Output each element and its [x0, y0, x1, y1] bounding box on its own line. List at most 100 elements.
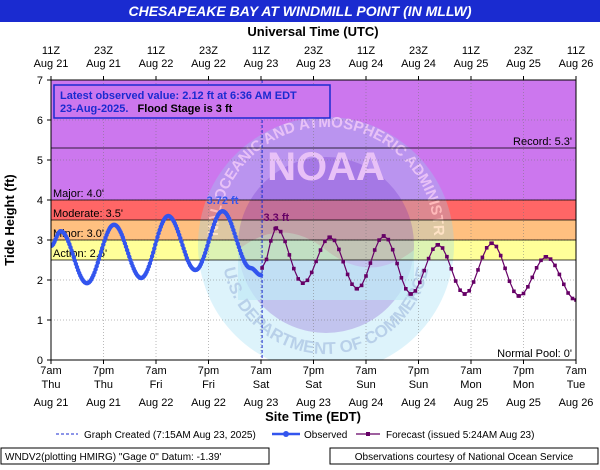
top-tick-label-time: 23Z	[304, 45, 323, 57]
observed-point	[208, 232, 213, 237]
series-observed-points	[51, 209, 264, 286]
observed-point	[147, 261, 153, 266]
legend-graph-created: Graph Created (7:15AM Aug 23, 2025)	[84, 430, 256, 441]
annotation-0: 3.72 ft	[207, 195, 239, 207]
bottom-tick-label-date: Aug 23	[296, 397, 331, 409]
top-tick-label-time: 11Z	[567, 45, 585, 57]
bottom-tick-label-time: 7pm	[408, 365, 429, 377]
bottom-tick-label-time: 7pm	[198, 365, 219, 377]
legend-forecast: Forecast (issued 5:24AM Aug 23)	[386, 430, 534, 441]
forecast-point	[318, 248, 323, 252]
top-tick-label-time: 23Z	[94, 45, 113, 57]
forecast-point	[328, 235, 332, 239]
y-tick-label: 5	[37, 155, 43, 167]
bottom-tick-label-time: 7pm	[93, 365, 114, 377]
observed-point	[100, 245, 105, 251]
forecast-point	[395, 261, 399, 266]
forecast-point	[566, 291, 570, 295]
forecast-point	[278, 229, 283, 234]
bottom-tick-label-date: Aug 25	[454, 397, 489, 409]
bottom-tick-label-day: Fri	[202, 379, 215, 391]
footer-right: Observations courtesy of National Ocean …	[355, 452, 574, 463]
bottom-tick-label-time: 7pm	[513, 365, 534, 377]
forecast-point	[296, 277, 300, 281]
observed-point	[95, 260, 101, 265]
top-tick-label-date: Aug 23	[296, 58, 331, 70]
y-tick-label: 7	[37, 75, 43, 87]
forecast-point	[553, 263, 557, 268]
y-tick-label: 4	[37, 195, 43, 207]
observed-point	[152, 246, 157, 251]
forecast-point	[305, 278, 310, 283]
forecast-point	[382, 234, 386, 238]
observed-point	[205, 243, 210, 248]
observed-point	[209, 228, 214, 234]
observed-point	[181, 246, 186, 251]
legend-forecast-marker	[366, 432, 370, 436]
forecast-point	[409, 292, 413, 296]
observed-point	[148, 257, 154, 263]
observed-point	[153, 242, 158, 247]
info-box: Latest observed value: 2.12 ft at 6:36 A…	[53, 84, 331, 119]
forecast-point	[287, 253, 292, 257]
bottom-tick-label-day: Mon	[513, 379, 534, 391]
forecast-point	[440, 246, 445, 250]
forecast-point	[570, 296, 575, 301]
forecast-point	[292, 266, 296, 271]
top-tick-label-date: Aug 24	[349, 58, 384, 70]
observed-point	[94, 264, 99, 269]
y-tick-label: 1	[37, 315, 43, 327]
svg-text:23-Aug-2025. Flood Stage: 23-Aug-2025. Flood Stage is 3 ft	[60, 103, 233, 115]
forecast-point	[341, 259, 345, 264]
info-box-flood-stage: Flood Stage is 3 ft	[138, 103, 233, 115]
forecast-point	[484, 246, 489, 250]
bottom-tick-label-day: Sun	[409, 379, 429, 391]
top-tick-label-date: Aug 24	[401, 58, 436, 70]
stage-lines: Record: 5.3'Major: 4.0'Moderate: 3.5'Min…	[51, 80, 576, 360]
observed-point	[71, 255, 77, 260]
bottom-tick-label-day: Sat	[305, 379, 322, 391]
footer-left-box	[0, 447, 270, 465]
stage-label-major: Major: 4.0'	[53, 188, 104, 200]
forecast-point	[544, 255, 549, 259]
forecast-point	[368, 261, 373, 265]
forecast-point	[386, 237, 391, 242]
chart-title: CHESAPEAKE BAY AT WINDMILL POINT (IN MLL…	[129, 3, 472, 19]
forecast-point	[471, 280, 476, 284]
y-axis-title: Tide Height (ft)	[2, 174, 17, 265]
forecast-point	[453, 279, 458, 283]
forecast-point	[283, 239, 287, 244]
forecast-point	[413, 289, 418, 293]
forecast-point	[539, 258, 543, 263]
info-box-line1: Latest observed value: 2.12 ft at 6:36 A…	[60, 90, 297, 102]
observed-point	[70, 251, 75, 256]
top-tick-label-date: Aug 21	[34, 58, 69, 70]
forecast-point	[404, 287, 408, 291]
bottom-tick-label-date: Aug 22	[139, 397, 174, 409]
observed-point	[126, 251, 131, 256]
series-forecast-line	[261, 227, 576, 301]
top-tick-label-time: 23Z	[514, 45, 533, 57]
stage-label-record: Record: 5.3'	[513, 136, 572, 148]
annotations: 3.72 ft 3.3 ft	[207, 195, 290, 224]
bottom-tick-label-day: Mon	[460, 379, 481, 391]
observed-point	[151, 250, 156, 255]
forecast-point	[507, 279, 512, 283]
forecast-point	[350, 282, 354, 286]
observed-point	[210, 225, 216, 230]
bottom-tick-label-day: Thu	[94, 379, 113, 391]
stage-label-action: Action: 2.5'	[53, 248, 107, 260]
bottom-tick-label-time: 7am	[565, 365, 586, 377]
y-tick-label: 0	[37, 355, 43, 367]
forecast-point	[377, 238, 381, 242]
forecast-point	[534, 266, 539, 270]
forecast-point	[445, 254, 449, 259]
forecast-point	[436, 243, 440, 247]
observed-point	[233, 234, 238, 239]
y-axis: 0 1 2 3 4 5 6 7	[37, 75, 51, 367]
observed-point	[231, 227, 236, 233]
bottom-tick-label-time: 7am	[250, 365, 271, 377]
forecast-point	[364, 274, 368, 278]
annotation-1: 3.3 ft	[263, 212, 289, 224]
bottom-tick-label-day: Sun	[356, 379, 376, 391]
